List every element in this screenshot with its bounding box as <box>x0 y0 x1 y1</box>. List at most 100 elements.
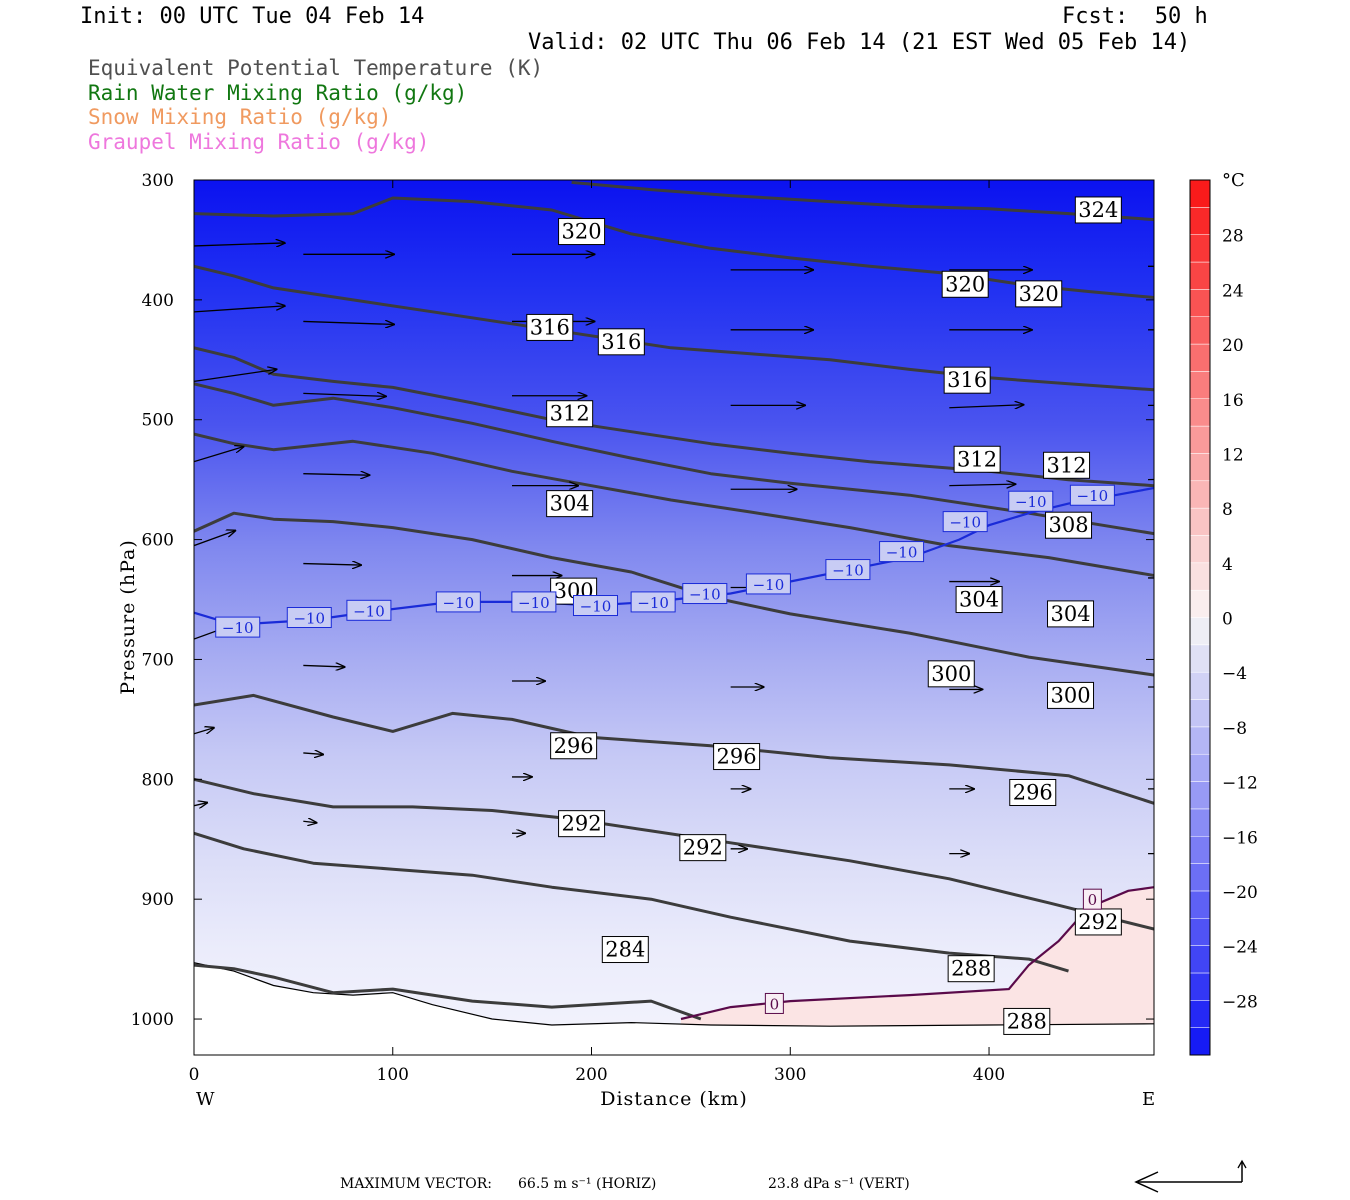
theta-e-label-box <box>1047 681 1095 709</box>
theta-e-label-box <box>713 743 761 771</box>
temperature-label: −10 <box>286 607 332 628</box>
theta-e-contour-296 <box>194 693 1154 805</box>
theta-e-label-box <box>927 660 975 688</box>
x-tick-label: 400 <box>973 1065 1005 1085</box>
theta-e-label-text: 312 <box>550 402 590 426</box>
wind-vector <box>303 321 394 324</box>
theta-e-label: 292 <box>1074 908 1122 936</box>
theta-e-label: 296 <box>550 732 598 760</box>
theta-e-label-box <box>943 366 991 394</box>
wind-vector <box>303 821 316 823</box>
colorbar-swatch <box>1189 207 1211 235</box>
theta-e-label: 320 <box>941 270 989 298</box>
temperature-label-text: 0 <box>1088 891 1098 909</box>
temperature-label: −10 <box>745 573 791 595</box>
x-tick-label: 100 <box>377 1065 409 1085</box>
theta-e-label-text: 292 <box>1078 910 1118 934</box>
theta-e-label-box <box>947 955 995 983</box>
x-end-label-east: E <box>1142 1089 1155 1110</box>
colorbar-tick-label: −16 <box>1222 828 1258 848</box>
colorbar-swatch <box>1189 179 1211 208</box>
colorbar-swatch <box>1189 453 1211 482</box>
colorbar-swatch <box>1189 589 1211 618</box>
colorbar-frame <box>1189 179 1211 1056</box>
x-tick-label: 0 <box>189 1065 200 1085</box>
theta-e-label: 288 <box>947 955 995 983</box>
theta-e-contour-324 <box>571 180 1154 222</box>
temperature-label: 0 <box>1082 888 1102 910</box>
theta-e-label-text: 324 <box>1078 198 1118 222</box>
temperature-label-box <box>1082 888 1102 910</box>
colorbar-tick-label: −8 <box>1222 719 1247 739</box>
colorbar-swatch <box>1189 972 1211 1001</box>
max-vector-horiz: 66.5 m s⁻¹ (HORIZ) <box>518 1176 657 1192</box>
temperature-contour-0 <box>680 886 1154 1021</box>
theta-e-label-box <box>1045 511 1093 539</box>
theta-e-label: 300 <box>1047 681 1095 709</box>
theta-e-label: 296 <box>713 743 761 771</box>
wind-vector <box>194 447 244 463</box>
temperature-label-box <box>879 541 925 563</box>
colorbar-swatch <box>1189 644 1211 673</box>
legend-rain: Rain Water Mixing Ratio (g/kg) <box>88 81 468 105</box>
x-axis-title: Distance (km) <box>600 1088 748 1110</box>
theta-e-contour-308 <box>194 382 1154 536</box>
temperature-label-box <box>630 591 676 613</box>
colorbar-swatch <box>1189 726 1211 755</box>
theta-e-label-text: 288 <box>951 957 991 981</box>
colorbar-swatch <box>1189 398 1211 427</box>
theta-e-label-box <box>546 400 594 428</box>
wind-vector <box>194 803 207 806</box>
y-axis-title: Pressure (hPa) <box>117 539 139 695</box>
colorbar-unit: °C <box>1222 170 1245 191</box>
plot-frame <box>193 179 1155 1056</box>
x-tick-label: 200 <box>575 1065 607 1085</box>
theta-e-label-text: 316 <box>601 330 641 354</box>
colorbar-swatch <box>1189 836 1211 864</box>
colorbar-swatch <box>1189 1000 1211 1028</box>
temperature-label: −10 <box>682 583 728 605</box>
y-tick-label: 400 <box>142 291 174 311</box>
theta-e-label: 292 <box>558 810 606 838</box>
legend-snow: Snow Mixing Ratio (g/kg) <box>88 105 392 129</box>
y-tick-label: 300 <box>142 171 174 191</box>
wind-vector <box>303 393 386 396</box>
temperature-label: −10 <box>215 616 261 638</box>
theta-e-label: 312 <box>1043 451 1091 479</box>
wind-vector <box>303 753 323 755</box>
colorbar-swatch <box>1189 945 1211 974</box>
temperature-label-text: −10 <box>1015 493 1047 511</box>
theta-e-label-text: 296 <box>554 734 594 758</box>
temperature-label-box <box>745 573 791 595</box>
theta-e-label: 312 <box>546 400 594 428</box>
theta-e-label-text: 308 <box>1048 513 1088 537</box>
theta-e-label-box <box>558 810 606 838</box>
colorbar-swatch <box>1189 781 1211 810</box>
theta-e-label: 292 <box>679 834 727 862</box>
wind-vector <box>303 474 369 476</box>
init-time: Init: 00 UTC Tue 04 Feb 14 <box>80 4 425 29</box>
wind-vector <box>303 665 344 667</box>
legend-theta-e: Equivalent Potential Temperature (K) <box>88 56 544 80</box>
temperature-label-box <box>572 595 618 617</box>
temperature-label-text: −10 <box>293 610 325 628</box>
max-vector-vert: 23.8 dPa s⁻¹ (VERT) <box>768 1176 910 1192</box>
theta-e-label: 288 <box>1003 1007 1051 1035</box>
y-tick-label: 500 <box>142 411 174 431</box>
temperature-label: −10 <box>1008 490 1054 512</box>
colorbar-tick-label: 20 <box>1222 336 1244 356</box>
theta-e-label: 320 <box>1015 280 1063 308</box>
colorbar-swatch <box>1189 289 1211 317</box>
temperature-label-box <box>1008 490 1054 512</box>
colorbar-swatch <box>1189 699 1211 728</box>
theta-e-label-box <box>558 218 606 246</box>
temperature-label-text: −10 <box>753 576 785 594</box>
theta-e-label-box <box>953 445 1001 473</box>
theta-e-label: 300 <box>927 660 975 688</box>
theta-e-label-box <box>1047 600 1095 628</box>
temperature-label-box <box>435 591 481 613</box>
temperature-label-text: −10 <box>580 598 612 616</box>
colorbar-swatch <box>1189 1027 1211 1056</box>
temperature-label: −10 <box>1069 484 1115 506</box>
colorbar-tick-label: 8 <box>1222 500 1233 520</box>
